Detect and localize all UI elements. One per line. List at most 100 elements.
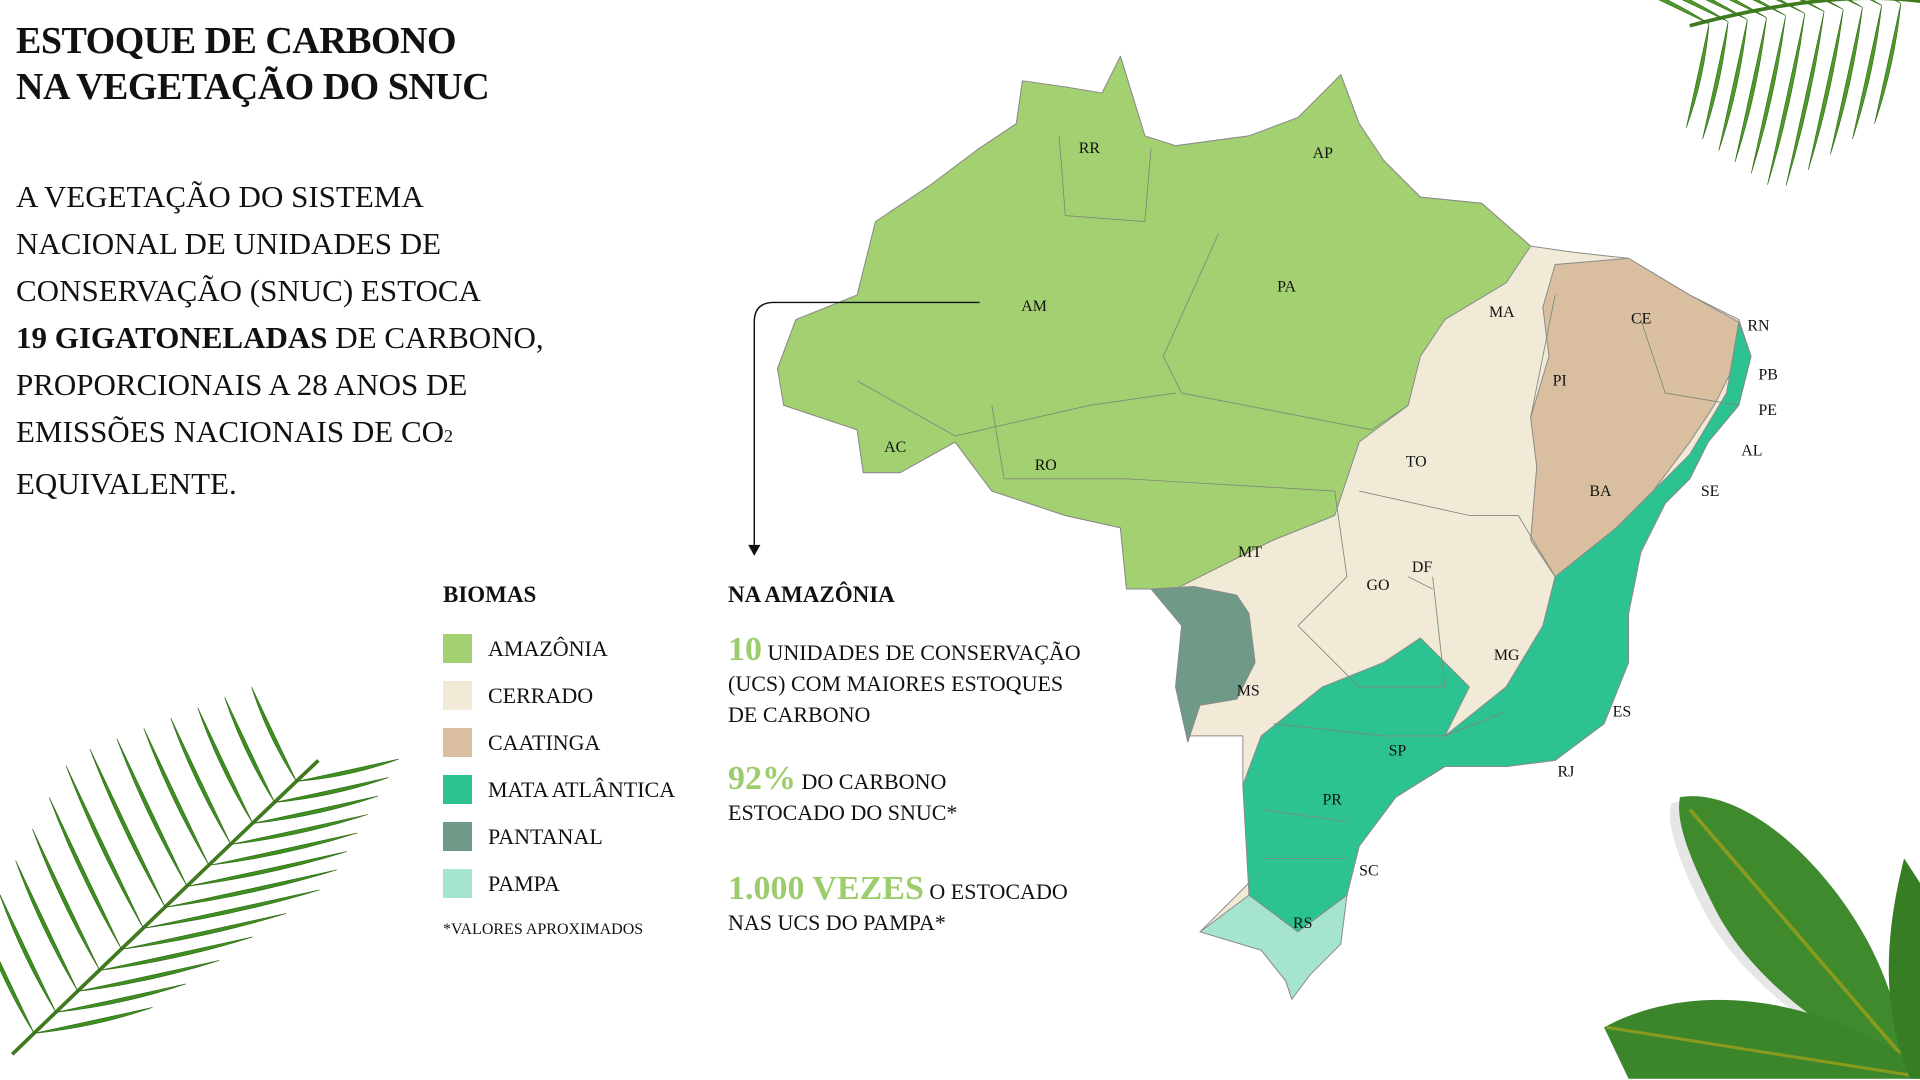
stat-text: (UCS) COM MAIORES ESTOQUES [728, 671, 1064, 696]
palm-leaflet [1775, 0, 1806, 14]
palm-leaflet [77, 960, 220, 992]
state-label: AP [1313, 145, 1333, 162]
palm-leaflet [1799, 0, 1825, 12]
legend-label: MATA ATLÂNTICA [488, 776, 676, 802]
legend-label: PANTANAL [488, 823, 603, 849]
banana-leaf [1888, 858, 1920, 1079]
palm-leaflet [55, 983, 186, 1013]
legend-label: CERRADO [488, 682, 594, 708]
legend-swatch [443, 869, 472, 898]
intro-text-span: DE CARBONO, [327, 320, 544, 355]
legend-swatch [443, 681, 472, 710]
stat-text: O ESTOCADO [923, 879, 1068, 904]
state-label: BA [1589, 483, 1612, 500]
palm-leaflet [116, 738, 188, 887]
palm-leaflet [89, 748, 166, 908]
title-line: NA VEGETAÇÃO DO SNUC [16, 66, 490, 108]
state-label: AM [1021, 298, 1047, 315]
pointer-arrow [748, 301, 980, 556]
intro-line: NACIONAL DE UNIDADES DE [16, 226, 442, 261]
biome-pampa [1199, 894, 1348, 1000]
intro-text-span: EMISSÕES NACIONAIS DE CO [16, 414, 445, 449]
state-label: SP [1389, 743, 1407, 760]
palm-leaflet [224, 697, 275, 803]
palm-leaflet [15, 860, 79, 992]
palm-leaflet [230, 814, 368, 845]
palm-leaflet [99, 936, 253, 971]
palm-leaflet [296, 758, 399, 782]
palm-leaflet [252, 795, 379, 824]
leaf-vein [1688, 808, 1919, 1076]
intro-line: 19 GIGATONELADAS DE CARBONO, [16, 314, 544, 361]
palm-leaflet [1750, 15, 1787, 174]
state-label: RS [1293, 915, 1312, 932]
stat-text: ESTOCADO DO SNUC* [728, 800, 958, 825]
legend-item-pampa: PAMPA [443, 869, 560, 898]
state-label: RR [1079, 140, 1101, 157]
palm-leaflet [165, 869, 337, 908]
palm-leaflet [1785, 11, 1825, 186]
palm-leaflet [143, 728, 210, 866]
legend-label: CAATINGA [488, 729, 601, 755]
palm-leaflet [48, 797, 122, 950]
palm-stem [1689, 0, 1920, 28]
stat-text: DO CARBONO [796, 769, 947, 794]
palm-leaflet [1846, 0, 1863, 8]
intro-highlight: 19 GIGATONELADAS [16, 320, 328, 355]
palm-leaflet [1767, 13, 1806, 185]
state-label: ES [1613, 703, 1632, 720]
state-label: RN [1747, 318, 1770, 335]
stat-text: NAS UCS DO PAMPA* [728, 910, 946, 935]
banana-leaf [1604, 999, 1920, 1079]
stat-text: DE CARBONO [728, 702, 871, 727]
legend-swatch [443, 822, 472, 851]
state-label: AL [1741, 443, 1762, 460]
palm-leaflet [0, 960, 35, 1034]
stat-line: 1.000 VEZES O ESTOCADO [728, 872, 1068, 907]
palm-leaflet [1874, 3, 1902, 124]
legend-swatch [443, 728, 472, 757]
state-label: PB [1758, 367, 1777, 384]
state-label: RJ [1558, 763, 1575, 780]
intro-line: EQUIVALENTE. [16, 466, 237, 501]
palm-leaflet [1718, 19, 1748, 151]
legend-item-mata-atlantica: MATA ATLÂNTICA [443, 775, 675, 804]
subscript: 2 [444, 426, 454, 446]
footnote: *VALORES APROXIMADOS [443, 921, 644, 938]
state-label: PE [1758, 402, 1777, 419]
palm-leaflet [1830, 7, 1863, 155]
leaf-vein [1606, 1025, 1918, 1078]
intro-line: CONSERVAÇÃO (SNUC) ESTOCA [16, 273, 481, 308]
state-labels: RR AP AM PA MA CE RN PB PE AL SE PI AC R… [884, 140, 1778, 932]
palm-leaflet [197, 707, 254, 824]
state-label: MA [1489, 304, 1515, 321]
stat-value: 92% [728, 760, 796, 797]
amazonia-heading: NA AMAZÔNIA [728, 582, 895, 607]
stat-text: UNIDADES DE CONSERVAÇÃO [762, 640, 1081, 665]
legend-heading: BIOMAS [443, 582, 537, 607]
stat-percent: 92% DO CARBONO ESTOCADO DO SNUC* [728, 760, 958, 828]
legend-label: PAMPA [488, 870, 560, 896]
palm-leaflet [208, 832, 358, 866]
palm-leaflet [34, 1007, 153, 1034]
state-label: MG [1494, 647, 1520, 664]
legend-swatch [443, 775, 472, 804]
legend-item-cerrado: CERRADO [443, 681, 593, 710]
intro-line: A VEGETAÇÃO DO SISTEMA [16, 179, 424, 214]
palm-stem [10, 759, 320, 1056]
state-label: MS [1237, 683, 1260, 700]
legend-label: AMAZÔNIA [488, 635, 608, 661]
state-label: DF [1412, 559, 1432, 576]
title-line: ESTOQUE DE CARBONO [16, 20, 457, 62]
legend-item-pantanal: PANTANAL [443, 822, 603, 851]
palm-leaflet [1705, 0, 1748, 20]
palm-leaflet [1658, 0, 1710, 24]
state-label: SC [1359, 863, 1378, 880]
stat-ucs: 10 UNIDADES DE CONSERVAÇÃO (UCS) COM MAI… [728, 631, 1081, 730]
legend-item-amazonia: AMAZÔNIA [443, 634, 608, 663]
stat-value: 10 [728, 631, 762, 668]
palm-leaflet [121, 913, 287, 950]
state-label: PA [1277, 278, 1296, 295]
